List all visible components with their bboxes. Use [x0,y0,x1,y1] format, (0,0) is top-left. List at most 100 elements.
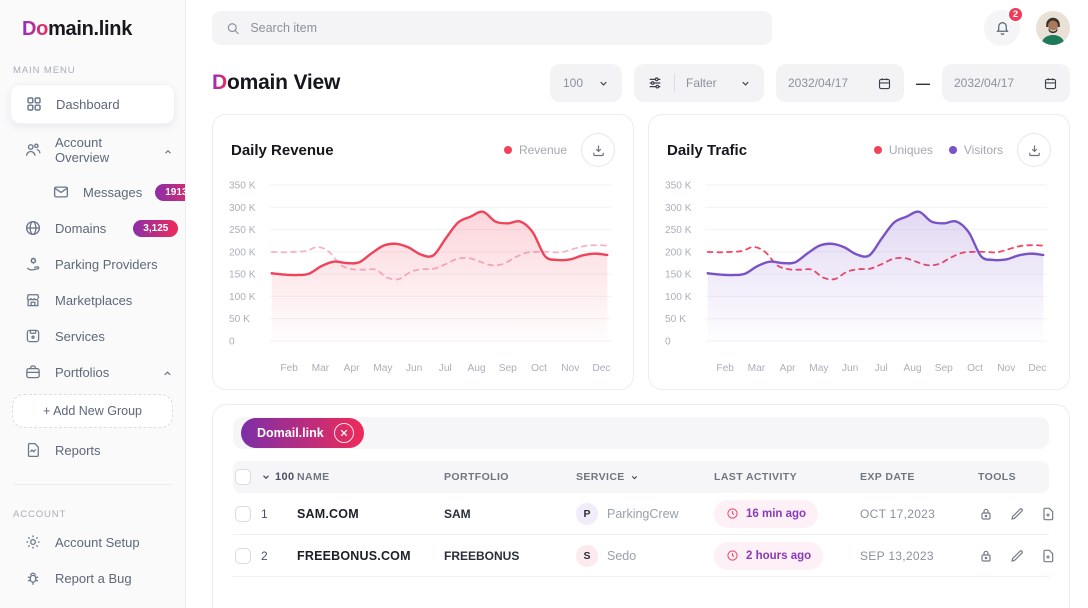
row-number: 2 [261,548,268,563]
edit-pencil-icon[interactable] [1009,506,1025,522]
sidebar-item-label: Report a Bug [55,570,132,586]
exp-date-cell: SEP 13,2023 [860,548,934,563]
date-range-separator: — [916,75,930,91]
sidebar-item-marketplaces[interactable]: Marketplaces [0,282,185,318]
legend-dot [873,146,882,154]
sidebar-item-services[interactable]: Services [0,318,185,354]
sidebar-item-label: Messages [83,184,143,200]
row-checkbox[interactable] [235,505,251,522]
filter-dropdown[interactable]: Falter [634,64,764,102]
notifications-button[interactable]: 2 [984,6,1024,46]
column-header-service-label: SERVICE [576,471,625,483]
calendar-icon [1043,76,1058,91]
column-header-portfolio[interactable]: PORTFOLIO [444,471,509,483]
chevron-up-icon[interactable] [162,367,173,378]
service-initial-avatar: P [576,502,598,525]
chart-legend: Uniques Visitors [873,143,1003,157]
sidebar-item-dashboard[interactable]: Dashboard [10,84,175,124]
main-menu-label: MAIN MENU [13,65,76,76]
svg-text:Jul: Jul [875,363,888,374]
search-bar[interactable] [212,11,772,45]
activity-text: 2 hours ago [746,549,812,562]
bug-icon [24,569,42,587]
page-size-sort[interactable]: 100 [261,471,297,483]
sidebar-item-reports[interactable]: Reports [0,432,185,468]
activity-pill: 16 min ago [714,499,819,528]
download-chart-button[interactable] [1017,133,1051,167]
row-number: 1 [261,506,268,521]
column-header-exp-date[interactable]: EXP DATE [860,471,915,483]
globe-icon [24,219,42,237]
legend-dot [948,146,957,154]
legend-label: Uniques [888,143,933,157]
page-size-select[interactable]: 100 [550,64,622,102]
users-icon [24,141,42,159]
svg-text:350 K: 350 K [665,180,692,191]
lock-icon[interactable] [978,548,994,564]
column-header-service[interactable]: SERVICE [576,471,714,483]
date-from-picker[interactable]: 2032/04/17 [776,64,904,102]
domain-name-cell: SAM.COM [297,506,359,521]
topbar-actions: 2 [984,6,1070,46]
date-to-picker[interactable]: 2032/04/17 [942,64,1070,102]
filter-chip-domail-link[interactable]: Domail.link [241,418,364,448]
clock-icon [726,549,739,562]
chart-header: Daily Trafic Uniques Visitors [667,133,1051,167]
svg-text:200 K: 200 K [665,247,692,258]
service-cell: P ParkingCrew [576,502,714,525]
svg-text:Aug: Aug [903,363,921,374]
main-area: 2 Domain View 100 Falte [186,0,1088,608]
svg-text:100 K: 100 K [665,292,692,303]
svg-text:150 K: 150 K [229,270,256,281]
user-avatar[interactable] [1036,11,1070,45]
brand-logo[interactable]: Domain.link [0,0,185,41]
svg-text:50 K: 50 K [665,314,686,325]
chart-title: Daily Trafic [667,141,748,159]
service-name: Sedo [607,548,637,563]
svg-text:Jul: Jul [439,363,452,374]
legend-item: Visitors [948,143,1003,157]
column-header-tools: TOOLS [978,471,1016,483]
file-plus-icon[interactable] [1040,506,1056,522]
last-activity-cell: 16 min ago [714,499,860,528]
sidebar-item-parking-providers[interactable]: Parking Providers [0,246,185,282]
row-checkbox[interactable] [235,547,251,564]
sidebar: Domain.link MAIN MENU Dashboard Account … [0,0,186,608]
svg-text:Feb: Feb [716,363,734,374]
add-new-group-button[interactable]: + Add New Group [12,394,173,428]
sidebar-item-account-overview[interactable]: Account Overview [0,126,185,174]
bell-icon [994,20,1011,37]
sidebar-item-messages[interactable]: Messages 19135 [0,174,185,210]
lock-icon[interactable] [978,506,994,522]
svg-text:Nov: Nov [561,363,580,374]
column-header-name[interactable]: NAME [297,471,330,483]
chevron-up-icon[interactable] [163,145,173,156]
select-all-checkbox[interactable] [235,469,251,485]
table-row[interactable]: 1 SAM.COM SAM P ParkingCrew 16 min ago O… [233,493,1054,535]
sidebar-item-label: Dashboard [56,96,120,112]
activity-pill: 2 hours ago [714,541,824,570]
table-row[interactable]: 2 FREEBONUS.COM FREEBONUS S Sedo 2 hours… [233,535,1054,577]
search-input[interactable] [250,21,758,35]
sidebar-item-report-a-bug[interactable]: Report a Bug [0,560,185,596]
sidebar-item-label: Parking Providers [55,256,158,272]
svg-text:Mar: Mar [312,363,330,374]
sidebar-item-portfolios[interactable]: Portfolios [0,354,185,390]
sidebar-item-domains[interactable]: Domains 3,125 [0,210,185,246]
svg-text:May: May [373,363,393,374]
tools-cell [978,548,1069,564]
sidebar-item-label: Services [55,328,105,344]
briefcase-icon [24,363,42,381]
sidebar-item-account-setup[interactable]: Account Setup [0,524,185,560]
download-chart-button[interactable] [581,133,615,167]
legend-label: Revenue [518,143,567,157]
edit-pencil-icon[interactable] [1009,548,1025,564]
page-controls: 100 Falter 2032/04/17 — [550,64,1070,102]
svg-text:Dec: Dec [592,363,610,374]
sidebar-item-label: Account Setup [55,534,140,550]
file-plus-icon[interactable] [1040,548,1056,564]
column-header-last-activity[interactable]: LAST ACTIVITY [714,471,797,483]
svg-text:Sep: Sep [499,363,517,374]
remove-filter-icon[interactable] [333,423,354,443]
date-to-value: 2032/04/17 [954,76,1015,90]
